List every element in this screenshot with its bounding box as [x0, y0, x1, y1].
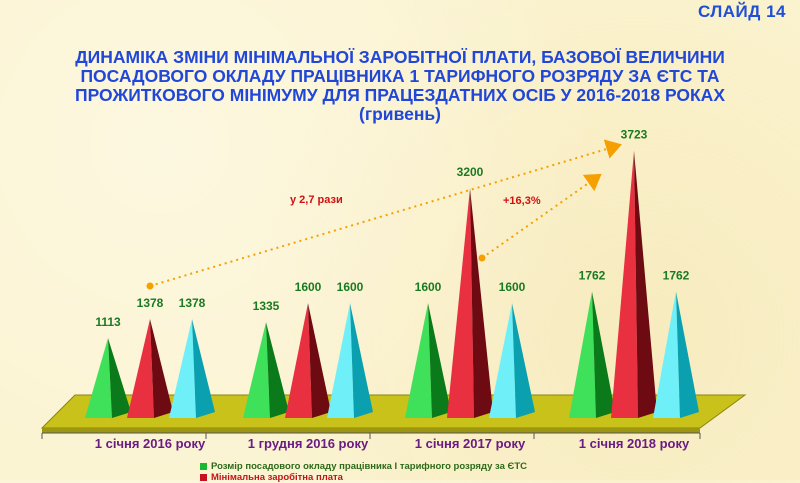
legend-swatch-red [200, 474, 207, 481]
annotation-arrow-1 [481, 173, 602, 259]
legend-item-min-wage: Мінімальна заробітна плата [200, 472, 527, 483]
legend: Розмір посадового окладу працівника І та… [200, 461, 527, 483]
value-label-1-1: 1600 [295, 280, 322, 294]
pyramid-1-0 [243, 322, 289, 418]
annotation-group: у 2,7 рази +16,3% [146, 139, 622, 290]
x-tick-label-3: 1 січня 2018 року [579, 436, 690, 451]
pyramid-1-2 [327, 303, 373, 418]
chart-floor-edge [42, 428, 700, 433]
annotation-dot-0 [146, 282, 154, 290]
value-label-3-1: 3723 [621, 128, 648, 142]
value-label-0-0: 1113 [95, 315, 121, 329]
x-axis-ticks [41, 433, 701, 439]
value-label-2-1: 3200 [457, 165, 484, 179]
chart-title: ДИНАМІКА ЗМІНИ МІНІМАЛЬНОЇ ЗАРОБІТНОЇ ПЛ… [74, 47, 725, 124]
annotation-label-0: у 2,7 рази [290, 194, 343, 206]
value-label-0-1: 1378 [137, 296, 164, 310]
x-tick-label-2: 1 січня 2017 року [415, 436, 526, 451]
pyramid-0-0 [85, 338, 131, 418]
value-label-3-0: 1762 [579, 268, 606, 282]
legend-label: Мінімальна заробітна плата [211, 472, 343, 483]
value-label-2-0: 1600 [415, 280, 442, 294]
x-tick-label-1: 1 грудня 2016 року [248, 436, 369, 451]
pyramid-0-2 [169, 319, 215, 418]
value-label-1-0: 1335 [253, 299, 280, 313]
pyramid-2-2 [489, 303, 535, 418]
pyramid-3-1 [611, 150, 657, 418]
legend-label: Розмір посадового окладу працівника І та… [211, 461, 527, 472]
annotation-dot-1 [478, 254, 486, 262]
slide-label: СЛАЙД 14 [697, 2, 786, 21]
legend-item-etc: Розмір посадового окладу працівника І та… [200, 461, 527, 472]
tick-label-group: 1 січня 2016 року 1 грудня 2016 року 1 січ… [95, 436, 690, 451]
annotation-arrow-0 [149, 139, 622, 287]
pyramid-1-1 [285, 303, 331, 418]
value-label-2-2: 1600 [499, 280, 526, 294]
pyramid-3-2 [653, 291, 699, 418]
value-label-0-2: 1378 [179, 296, 206, 310]
annotation-label-1: +16,3% [503, 195, 541, 207]
pyramid-group [85, 150, 699, 418]
pyramid-2-1 [447, 188, 493, 418]
value-label-group: 1113 1378 1378 1335 1600 1600 1600 3200 1600 1762… [95, 128, 689, 329]
legend-swatch-green [200, 463, 207, 470]
pyramid-3-0 [569, 291, 615, 418]
x-tick-label-0: 1 січня 2016 року [95, 436, 206, 451]
pyramid-2-0 [405, 303, 451, 418]
pyramid-0-1 [127, 319, 173, 418]
value-label-3-2: 1762 [663, 268, 690, 282]
value-label-1-2: 1600 [337, 280, 364, 294]
